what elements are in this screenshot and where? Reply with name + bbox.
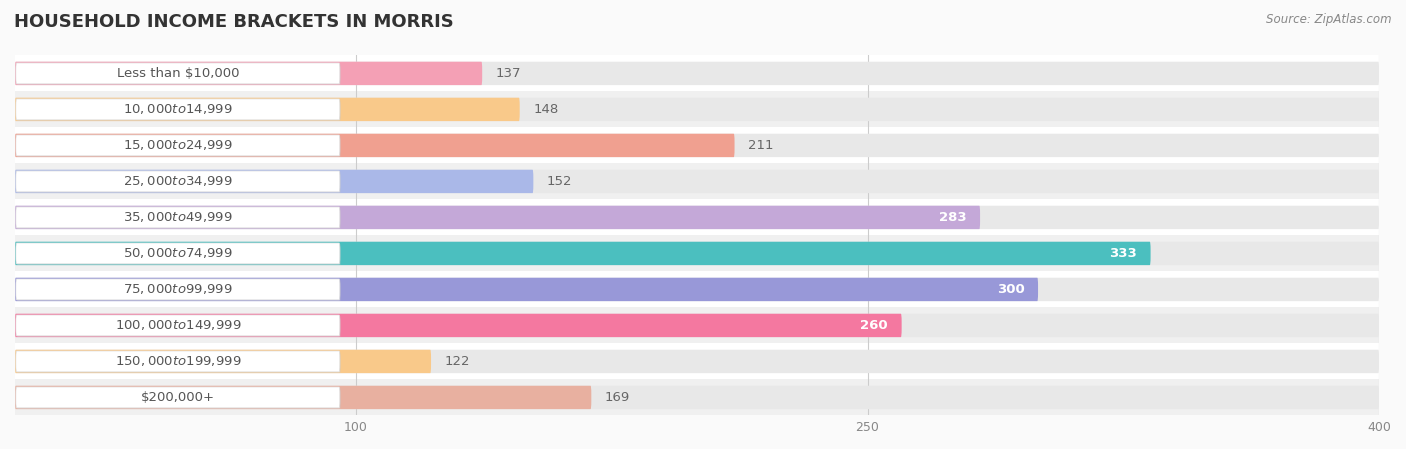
FancyBboxPatch shape [15, 314, 901, 337]
FancyBboxPatch shape [15, 170, 533, 193]
FancyBboxPatch shape [15, 351, 340, 372]
FancyBboxPatch shape [15, 134, 734, 157]
Text: 169: 169 [605, 391, 630, 404]
Text: $10,000 to $14,999: $10,000 to $14,999 [122, 102, 232, 116]
FancyBboxPatch shape [15, 315, 340, 336]
Text: 122: 122 [444, 355, 470, 368]
Text: 148: 148 [533, 103, 558, 116]
Bar [15, 128, 1379, 163]
Text: $200,000+: $200,000+ [141, 391, 215, 404]
FancyBboxPatch shape [17, 280, 340, 301]
FancyBboxPatch shape [17, 64, 340, 85]
Text: 283: 283 [939, 211, 966, 224]
FancyBboxPatch shape [15, 387, 340, 408]
FancyBboxPatch shape [17, 208, 340, 229]
Bar [15, 235, 1379, 272]
FancyBboxPatch shape [15, 62, 1379, 85]
FancyBboxPatch shape [17, 388, 340, 409]
Text: 152: 152 [547, 175, 572, 188]
FancyBboxPatch shape [17, 100, 340, 121]
Bar [15, 308, 1379, 343]
FancyBboxPatch shape [15, 206, 1379, 229]
Text: 137: 137 [496, 67, 522, 80]
FancyBboxPatch shape [15, 206, 980, 229]
FancyBboxPatch shape [15, 279, 340, 300]
FancyBboxPatch shape [15, 134, 1379, 157]
Text: 211: 211 [748, 139, 773, 152]
Bar [15, 163, 1379, 199]
FancyBboxPatch shape [17, 136, 340, 157]
Text: $75,000 to $99,999: $75,000 to $99,999 [122, 282, 232, 296]
Text: $150,000 to $199,999: $150,000 to $199,999 [114, 354, 240, 369]
Text: $15,000 to $24,999: $15,000 to $24,999 [122, 138, 232, 152]
FancyBboxPatch shape [15, 278, 1038, 301]
Bar [15, 343, 1379, 379]
FancyBboxPatch shape [17, 172, 340, 193]
FancyBboxPatch shape [15, 98, 1379, 121]
Bar [15, 272, 1379, 308]
Text: HOUSEHOLD INCOME BRACKETS IN MORRIS: HOUSEHOLD INCOME BRACKETS IN MORRIS [14, 13, 454, 31]
Text: Source: ZipAtlas.com: Source: ZipAtlas.com [1267, 13, 1392, 26]
Text: 333: 333 [1109, 247, 1137, 260]
Text: $100,000 to $149,999: $100,000 to $149,999 [114, 318, 240, 332]
FancyBboxPatch shape [15, 62, 482, 85]
Bar [15, 92, 1379, 128]
FancyBboxPatch shape [15, 314, 1379, 337]
Text: $50,000 to $74,999: $50,000 to $74,999 [122, 247, 232, 260]
FancyBboxPatch shape [15, 207, 340, 228]
Text: Less than $10,000: Less than $10,000 [117, 67, 239, 80]
FancyBboxPatch shape [15, 135, 340, 156]
Bar [15, 199, 1379, 235]
FancyBboxPatch shape [17, 316, 340, 337]
Text: $35,000 to $49,999: $35,000 to $49,999 [122, 211, 232, 224]
FancyBboxPatch shape [15, 171, 340, 192]
FancyBboxPatch shape [15, 242, 1379, 265]
Text: 260: 260 [860, 319, 889, 332]
FancyBboxPatch shape [15, 350, 1379, 373]
FancyBboxPatch shape [15, 242, 1150, 265]
FancyBboxPatch shape [15, 386, 592, 409]
FancyBboxPatch shape [15, 350, 432, 373]
FancyBboxPatch shape [15, 278, 1379, 301]
FancyBboxPatch shape [17, 352, 340, 373]
FancyBboxPatch shape [15, 99, 340, 120]
Bar [15, 379, 1379, 415]
Bar [15, 55, 1379, 92]
Text: 300: 300 [997, 283, 1025, 296]
FancyBboxPatch shape [15, 170, 1379, 193]
FancyBboxPatch shape [15, 63, 340, 84]
FancyBboxPatch shape [17, 244, 340, 265]
FancyBboxPatch shape [15, 386, 1379, 409]
FancyBboxPatch shape [15, 98, 520, 121]
FancyBboxPatch shape [15, 243, 340, 264]
Text: $25,000 to $34,999: $25,000 to $34,999 [122, 174, 232, 189]
